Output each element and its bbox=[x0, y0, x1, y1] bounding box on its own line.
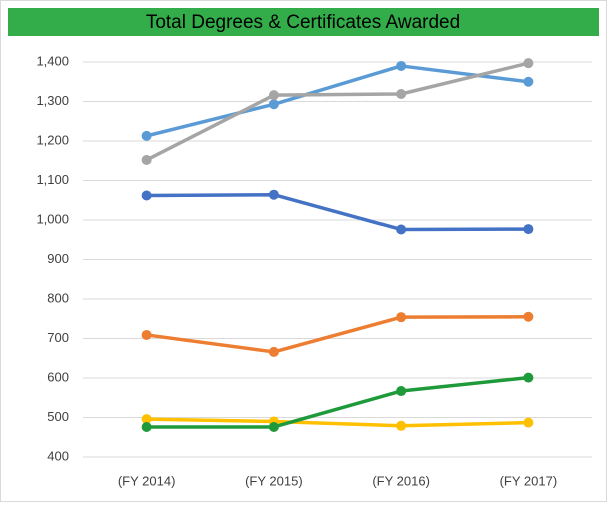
y-tick-label: 700 bbox=[47, 330, 69, 345]
data-point bbox=[141, 421, 152, 432]
data-point bbox=[523, 417, 534, 428]
data-point bbox=[396, 420, 407, 431]
data-point bbox=[523, 311, 534, 322]
data-point bbox=[523, 372, 534, 383]
data-point bbox=[396, 60, 407, 71]
series-line bbox=[146, 315, 529, 354]
y-tick-label: 1,400 bbox=[36, 53, 69, 68]
data-point bbox=[523, 58, 534, 69]
data-point bbox=[268, 346, 279, 357]
data-point bbox=[141, 154, 152, 165]
data-point bbox=[268, 90, 279, 101]
x-tick-label: (FY 2015) bbox=[245, 473, 303, 488]
y-tick-label: 600 bbox=[47, 369, 69, 384]
x-tick-label: (FY 2016) bbox=[372, 473, 430, 488]
chart-title: Total Degrees & Certificates Awarded bbox=[146, 12, 460, 33]
series-line bbox=[146, 417, 529, 428]
data-point bbox=[396, 386, 407, 397]
data-point bbox=[141, 329, 152, 340]
y-tick-label: 900 bbox=[47, 251, 69, 266]
data-point bbox=[268, 421, 279, 432]
y-tick-label: 1,100 bbox=[36, 172, 69, 187]
y-tick-label: 800 bbox=[47, 290, 69, 305]
data-point bbox=[268, 99, 279, 110]
y-tick-label: 400 bbox=[47, 448, 69, 463]
series-line bbox=[146, 64, 529, 138]
y-tick-label: 1,000 bbox=[36, 211, 69, 226]
data-point bbox=[396, 224, 407, 235]
series-line bbox=[145, 61, 529, 162]
data-point bbox=[396, 88, 407, 99]
data-point bbox=[268, 189, 279, 200]
series-line bbox=[146, 192, 529, 232]
data-point bbox=[141, 130, 152, 141]
data-point bbox=[523, 76, 534, 87]
x-tick-label: (FY 2014) bbox=[118, 473, 176, 488]
y-tick-label: 1,300 bbox=[36, 93, 69, 108]
title-banner bbox=[8, 8, 599, 36]
series-line bbox=[146, 375, 529, 429]
y-tick-label: 500 bbox=[47, 409, 69, 424]
data-point bbox=[523, 224, 534, 235]
x-tick-label: (FY 2017) bbox=[500, 473, 558, 488]
y-tick-label: 1,200 bbox=[36, 132, 69, 147]
data-point bbox=[141, 414, 152, 425]
data-point bbox=[141, 190, 152, 201]
data-point bbox=[396, 312, 407, 323]
